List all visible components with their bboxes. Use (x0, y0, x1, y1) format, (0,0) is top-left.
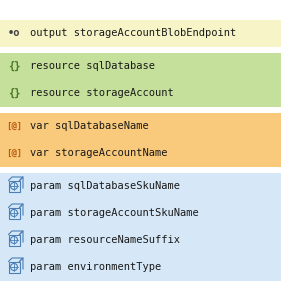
Text: param sqlDatabaseSkuName: param sqlDatabaseSkuName (30, 181, 180, 191)
Text: resource sqlDatabase: resource sqlDatabase (30, 61, 155, 71)
Bar (0, 140, 281, 166)
Text: resource storageAccount: resource storageAccount (30, 88, 174, 98)
Text: •o: •o (8, 28, 20, 38)
Bar (8, 235, 19, 245)
Bar (0, 200, 281, 226)
Bar (0, 112, 281, 140)
Text: output storageAccountBlobEndpoint: output storageAccountBlobEndpoint (30, 28, 236, 38)
Text: param resourceNameSuffix: param resourceNameSuffix (30, 235, 180, 245)
Bar (8, 181, 19, 191)
Text: [@]: [@] (6, 148, 22, 158)
Bar (8, 208, 19, 218)
Text: {}: {} (8, 88, 20, 98)
Bar (0, 254, 281, 280)
Bar (8, 262, 19, 272)
Text: [@]: [@] (6, 122, 22, 130)
Text: var sqlDatabaseName: var sqlDatabaseName (30, 121, 149, 131)
Text: var storageAccountName: var storageAccountName (30, 148, 167, 158)
Bar (0, 52, 281, 80)
Text: param storageAccountSkuName: param storageAccountSkuName (30, 208, 199, 218)
Bar (0, 20, 281, 46)
Bar (0, 80, 281, 106)
Text: {}: {} (8, 61, 20, 71)
Bar (0, 172, 281, 200)
Text: param environmentType: param environmentType (30, 262, 161, 272)
Bar (0, 226, 281, 254)
